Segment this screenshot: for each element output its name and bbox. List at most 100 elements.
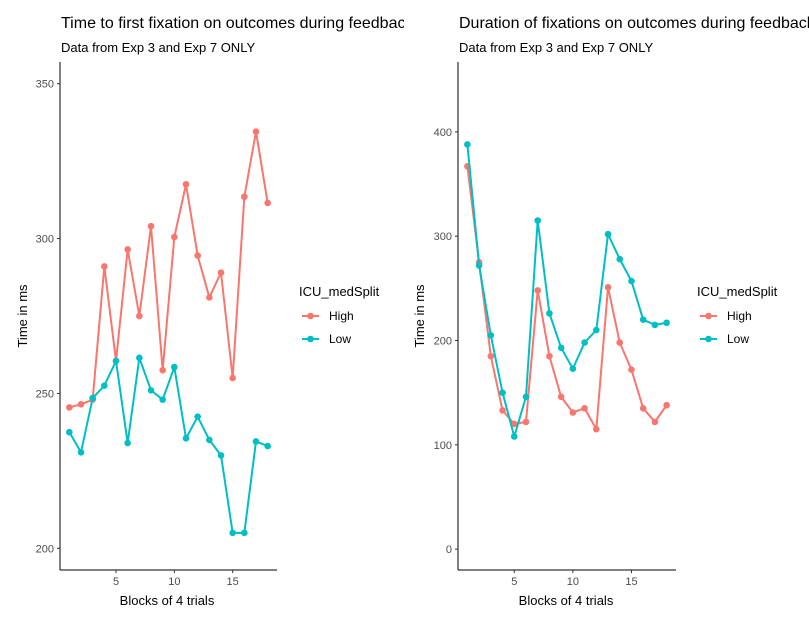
y-tick-label: 350 [36, 79, 54, 91]
data-point-high [522, 418, 530, 426]
data-point-high [557, 393, 565, 401]
data-point-high [651, 418, 659, 426]
data-point-low [206, 436, 213, 444]
legend-key-high [700, 312, 717, 320]
data-point-high [252, 128, 260, 135]
data-point-low [557, 344, 565, 352]
data-point-low [475, 262, 483, 269]
y-tick-label: 0 [446, 544, 452, 556]
data-point-low [534, 217, 541, 224]
data-point-high [604, 284, 612, 291]
y-axis-title: Time in ms [412, 284, 427, 348]
x-tick-label: 15 [625, 576, 637, 588]
x-tick-label: 15 [227, 576, 239, 588]
legend-label-low: Low [329, 332, 351, 346]
data-point-low [522, 393, 530, 401]
data-point-high [628, 366, 635, 374]
data-point-low [194, 413, 201, 420]
legend-key-low [302, 335, 319, 343]
legend-right: ICU_medSplit High Low [697, 284, 778, 346]
data-point-low [217, 452, 225, 459]
data-point-low [663, 319, 670, 327]
legend-title: ICU_medSplit [697, 284, 778, 299]
chart-title: Time to first fixation on outcomes durin… [61, 15, 414, 32]
y-axis-title: Time in ms [15, 284, 30, 348]
data-point-high [229, 374, 236, 382]
data-point-low [101, 382, 108, 389]
plot-area-left: 200 250 300 350 5 10 15 [36, 62, 277, 588]
series-line-low [466, 144, 667, 438]
data-point-high [616, 339, 624, 346]
x-tick-label: 5 [511, 576, 517, 588]
data-point-low [651, 321, 659, 329]
y-tick-label: 300 [434, 231, 452, 243]
series-line-high [69, 130, 269, 409]
data-point-high [241, 193, 248, 201]
data-point-low [487, 331, 495, 339]
data-point-high [264, 199, 271, 207]
data-point-high [147, 222, 155, 230]
data-point-low [252, 438, 260, 445]
data-point-low [89, 394, 96, 402]
data-point-low [136, 354, 143, 362]
data-point-low [147, 387, 155, 394]
data-point-low [510, 433, 518, 440]
data-point-high [487, 352, 495, 360]
data-point-high [124, 246, 131, 253]
y-tick-label: 250 [36, 388, 54, 400]
data-point-high [182, 181, 190, 188]
legend-key-high [302, 312, 319, 320]
legend-label-low: Low [727, 332, 749, 346]
data-point-low [546, 310, 553, 317]
legend-left: ICU_medSplit High Low [299, 284, 380, 346]
plot-area-right: 0 100 200 300 400 5 10 15 [434, 62, 676, 588]
data-point-high [171, 233, 178, 241]
data-point-high [77, 400, 85, 408]
data-point-low [159, 396, 166, 403]
data-point-low [66, 428, 73, 436]
y-tick-label: 300 [36, 234, 54, 246]
x-tick-label: 10 [567, 576, 579, 588]
x-axis-title: Blocks of 4 trials [519, 593, 614, 608]
data-point-high [136, 312, 143, 320]
chart-panel-time-to-first-fixation: Time to first fixation on outcomes durin… [61, 15, 414, 55]
x-tick-label: 10 [168, 576, 180, 588]
data-point-low [569, 365, 577, 372]
data-point-low [616, 255, 624, 263]
data-point-low [77, 448, 85, 456]
data-point-low [593, 326, 600, 334]
data-point-high [66, 404, 73, 411]
data-point-low [241, 529, 248, 537]
data-point-high [593, 425, 600, 433]
data-point-high [101, 263, 108, 270]
data-point-low [628, 277, 635, 285]
legend-title: ICU_medSplit [299, 284, 380, 299]
data-point-high [510, 420, 518, 428]
data-point-high [217, 269, 225, 276]
data-point-low [581, 339, 588, 346]
series-line-low [68, 356, 269, 534]
y-tick-label: 200 [36, 543, 54, 555]
chart-subtitle: Data from Exp 3 and Exp 7 ONLY [459, 40, 653, 55]
data-point-high [159, 366, 166, 374]
data-point-low [264, 442, 271, 450]
data-point-low [112, 357, 120, 365]
data-point-high [194, 252, 201, 259]
data-point-high [206, 294, 213, 301]
data-point-high [581, 405, 588, 412]
data-point-low [604, 230, 612, 238]
data-point-high [534, 287, 541, 294]
data-point-high [663, 401, 670, 409]
data-point-high [569, 409, 577, 416]
legend-label-high: High [727, 309, 752, 323]
data-point-low [182, 435, 190, 442]
y-tick-label: 200 [434, 336, 452, 348]
chart-panel-duration-of-fixations: Duration of fixations on outcomes during… [459, 15, 809, 55]
legend-label-high: High [329, 309, 354, 323]
data-point-low [464, 141, 471, 148]
y-tick-label: 400 [434, 127, 452, 139]
legend-key-low [700, 335, 717, 343]
x-axis-title: Blocks of 4 trials [120, 593, 215, 608]
data-point-low [229, 529, 236, 537]
